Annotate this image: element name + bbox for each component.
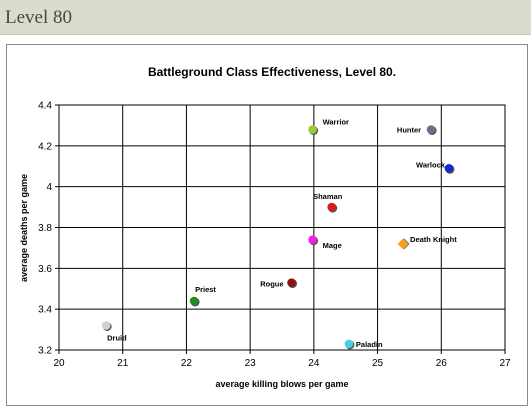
chart-frame: 20 21 22 23 24 25 26 27 3.2 3.4 3.6 3.8 4 4.2 4.4 Warr…: [6, 44, 528, 406]
y-tick-label: 3.6: [38, 264, 52, 275]
x-axis-label: average killing blows per game: [215, 379, 348, 389]
point-paladin: [344, 339, 354, 349]
x-tick-label: 24: [308, 358, 320, 369]
point-rogue: [287, 278, 296, 287]
y-axis-label: average deaths per game: [19, 174, 29, 282]
point-priest: [189, 296, 199, 306]
point-label: Paladin: [356, 340, 383, 349]
x-tick-label: 22: [181, 358, 193, 369]
point-mage: [308, 235, 317, 245]
data-points: Warrior Hunter Warlock Shaman Mage Death Knig…: [101, 118, 457, 350]
x-tick-label: 26: [436, 358, 448, 369]
x-tick-label: 25: [372, 358, 384, 369]
y-tick-label: 3.4: [38, 305, 52, 316]
point-label: Warrior: [323, 118, 349, 127]
point-hunter: [426, 125, 436, 134]
x-tick-label: 27: [499, 358, 511, 369]
y-tick-label: 4: [46, 182, 52, 193]
gridlines: [59, 105, 505, 350]
chart-title: Battleground Class Effectiveness, Level …: [148, 65, 396, 79]
x-tick-label: 21: [117, 358, 129, 369]
point-label: Shaman: [313, 192, 343, 201]
scatter-chart: 20 21 22 23 24 25 26 27 3.2 3.4 3.6 3.8 4 4.2 4.4 Warr…: [19, 65, 511, 389]
point-label: Rogue: [260, 280, 283, 289]
point-death-knight: [397, 238, 409, 250]
y-tick-label: 3.2: [38, 346, 52, 357]
x-tick-label: 20: [53, 358, 65, 369]
point-label: Priest: [195, 285, 216, 294]
point-label: Druid: [107, 334, 127, 343]
point-label: Death Knight: [410, 235, 457, 244]
point-warrior: [308, 125, 317, 134]
axis-ticks: 20 21 22 23 24 25 26 27 3.2 3.4 3.6 3.8 4 4.2 4.4: [38, 101, 511, 370]
section-title: Level 80: [5, 7, 73, 28]
y-tick-label: 3.8: [38, 223, 52, 234]
point-warlock: [444, 163, 454, 173]
section-header: Level 80: [0, 0, 531, 35]
y-tick-label: 4.2: [38, 141, 52, 152]
point-shaman: [327, 202, 336, 212]
point-druid: [101, 321, 111, 330]
x-tick-label: 23: [245, 358, 257, 369]
point-label: Hunter: [397, 126, 421, 135]
point-label: Mage: [323, 241, 342, 250]
y-tick-label: 4.4: [38, 101, 52, 112]
point-label: Warlock: [416, 160, 446, 169]
